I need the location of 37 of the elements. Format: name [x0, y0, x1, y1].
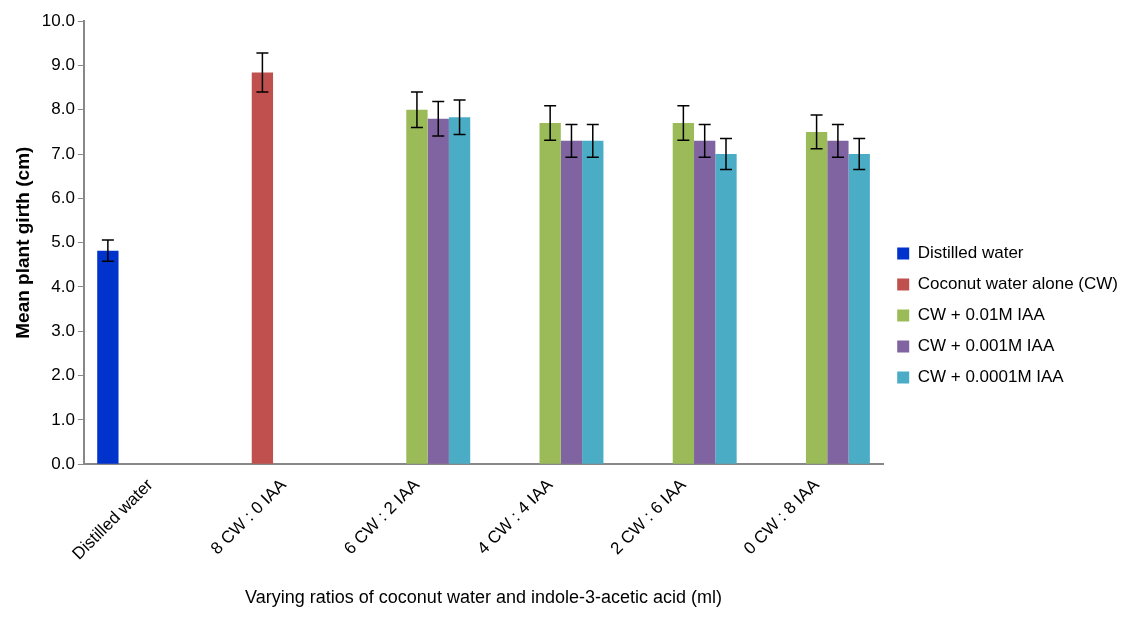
x-axis-title: Varying ratios of coconut water and indole-3-acetic acid (ml)	[245, 587, 722, 608]
y-tick-label: 5.0	[51, 232, 75, 252]
bar	[560, 140, 583, 464]
y-tick-label: 0.0	[51, 453, 75, 473]
bar	[694, 140, 716, 464]
bar	[406, 109, 428, 464]
y-tick-label: 4.0	[51, 276, 75, 296]
y-tick-label: 8.0	[51, 99, 75, 119]
bar	[448, 117, 471, 464]
y-tick-label: 2.0	[51, 365, 75, 385]
y-tick-label: 1.0	[51, 409, 75, 429]
y-tick-label: 7.0	[51, 143, 75, 163]
bar	[582, 140, 604, 464]
y-tick-label: 9.0	[51, 55, 75, 75]
bar	[848, 154, 870, 464]
legend-label: CW + 0.001M IAA	[917, 336, 1055, 356]
x-tick-label: 4 CW : 4 IAA	[473, 474, 557, 558]
y-tick-label: 3.0	[51, 320, 75, 340]
bar	[715, 154, 737, 464]
y-tick-label: 10.0	[41, 10, 75, 30]
legend-label: Distilled water	[917, 243, 1024, 263]
bar	[805, 131, 828, 464]
bar	[539, 123, 561, 464]
bar	[251, 72, 274, 464]
x-tick-label: 2 CW : 6 IAA	[606, 474, 690, 558]
bar	[97, 250, 119, 464]
x-tick-label: 0 CW : 8 IAA	[739, 474, 824, 558]
bar	[672, 123, 695, 464]
y-axis-title: Mean plant girth (cm)	[11, 146, 33, 339]
legend-label: Coconut water alone (CW)	[917, 274, 1119, 294]
bar	[827, 140, 849, 464]
bar	[427, 118, 449, 464]
x-tick-label: 8 CW : 0 IAA	[206, 474, 291, 558]
legend-label: CW + 0.0001M IAA	[917, 367, 1065, 387]
x-tick-label: 6 CW : 2 IAA	[340, 474, 424, 558]
y-tick-label: 6.0	[51, 188, 75, 208]
legend-label: CW + 0.01M IAA	[917, 305, 1046, 325]
